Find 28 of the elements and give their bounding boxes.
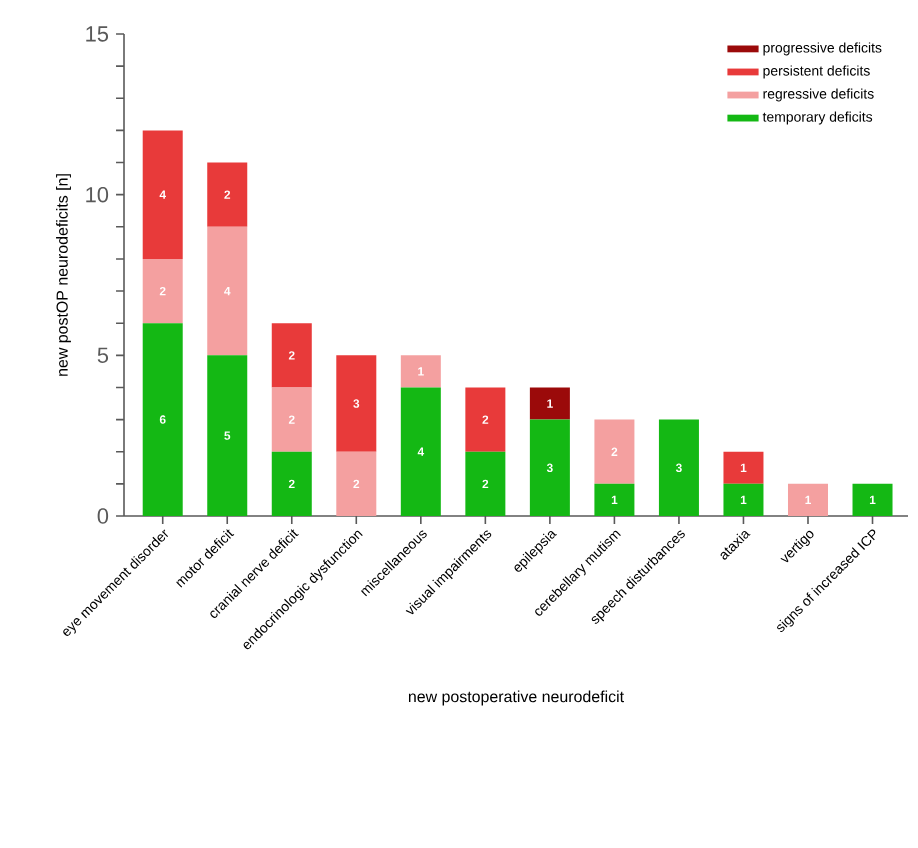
y-tick-label: 15 <box>86 26 109 42</box>
bar <box>142 258 183 324</box>
bar <box>336 355 377 452</box>
bar <box>400 355 441 388</box>
bar <box>207 162 248 227</box>
bar <box>529 387 570 420</box>
bar <box>142 323 183 516</box>
bar <box>465 451 506 516</box>
bar <box>207 226 248 356</box>
bar <box>787 483 828 516</box>
bar <box>594 483 635 516</box>
bar <box>207 355 248 516</box>
bar <box>400 387 441 516</box>
bar <box>723 483 764 516</box>
y-tick-label: 0 <box>97 508 109 524</box>
bar <box>142 130 183 259</box>
bar <box>723 451 764 484</box>
bar <box>271 387 312 452</box>
y-tick-label: 10 <box>86 186 109 203</box>
y-tick-label: 5 <box>97 347 109 363</box>
bar <box>594 419 635 484</box>
bar <box>271 323 312 388</box>
bar <box>336 451 377 516</box>
bar <box>852 483 893 516</box>
bar <box>271 451 312 516</box>
bar <box>529 419 570 516</box>
bar <box>465 387 506 452</box>
bar <box>658 419 699 516</box>
